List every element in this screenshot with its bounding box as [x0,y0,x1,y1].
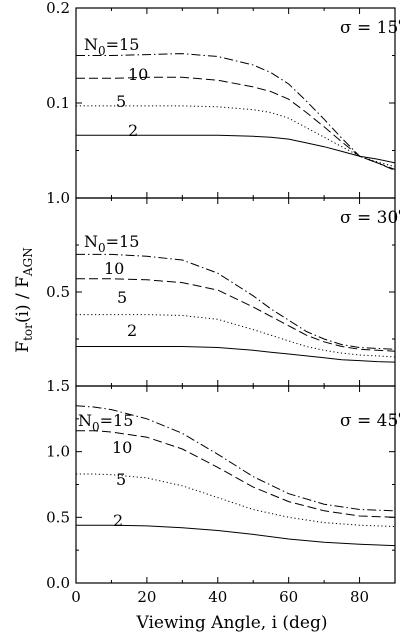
series-line-dashed [76,76,396,170]
series-line-dotted [76,473,396,527]
series-label: 10 [104,259,124,278]
y-tick-label: 1.5 [46,377,70,395]
series-line-dashdot [76,253,396,350]
series-label: 5 [117,288,127,307]
series-label: N0=15 [84,232,139,255]
x-tick-label: 40 [208,588,227,606]
series-line-dashed [76,278,396,352]
panel-3: 0.0 0.5 1.0 1.5 0 20 40 60 80 N0=15 10 5 2 σ = 45o [46,377,400,606]
panel-label: σ = 30o [340,205,400,228]
y-tick-label: 0.1 [46,94,70,112]
x-tick-label: 80 [350,588,369,606]
y-axis-title: Ftor(i) / FAGN [13,247,35,352]
x-tick-label: 60 [279,588,298,606]
series-line-dotted [76,105,396,168]
panel-2: 0.5 1.0 N0=15 10 52 σ = 30o [46,189,400,387]
series-label: 10 [112,438,132,457]
series-line-solid [76,524,396,547]
series-label: 5 [116,92,126,111]
series-label: 2 [128,121,138,140]
y-tick-label: 1.0 [46,443,70,461]
series-line-solid [76,346,396,363]
y-tick-label: 0.2 [46,0,70,17]
series-line-dashdot [75,405,396,512]
x-axis-title: Viewing Angle, i (deg) [135,613,327,633]
panel-label: σ = 45o [340,408,400,431]
series-line-dotted [76,314,396,358]
series-label: 2 [113,511,123,530]
y-tick-label: 0.5 [46,283,70,301]
series-line-solid [76,134,396,164]
series-label: 2 [127,321,137,340]
y-tick-label: 0.5 [46,508,70,526]
series-label: N0=15 [84,35,139,58]
series-line-dashed [76,430,396,518]
series-label: N0=15 [78,411,133,434]
y-tick-label: 0.0 [46,574,70,592]
x-tick-label: 0 [71,588,81,606]
x-tick-label: 20 [137,588,156,606]
series-label: 10 [128,65,148,84]
y-tick-label: 1.0 [46,189,70,207]
series-label: 5 [116,470,126,489]
panel-label: σ = 15o [340,15,400,38]
